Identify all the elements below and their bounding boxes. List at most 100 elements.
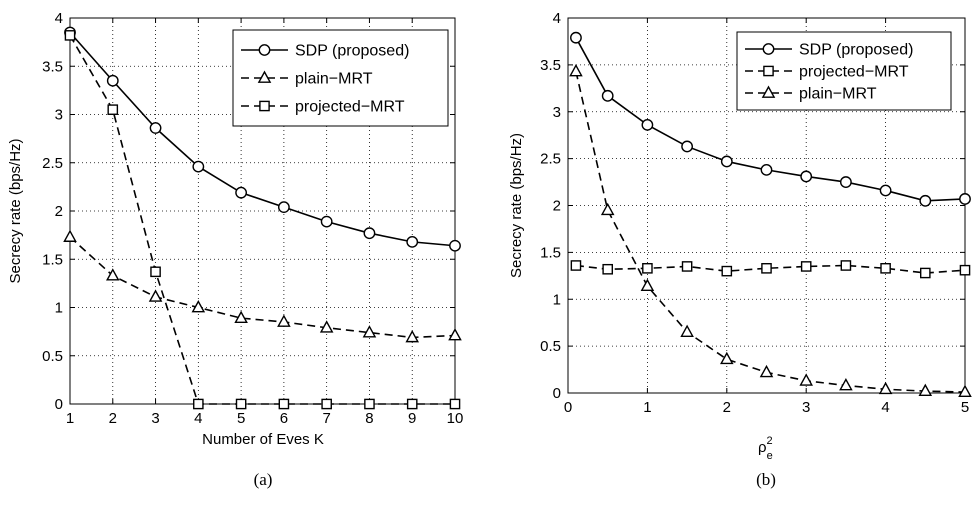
data-point-square <box>321 398 332 410</box>
series-line <box>575 71 966 393</box>
data-point-square <box>235 398 247 410</box>
data-point-circle <box>641 118 654 131</box>
y-tick-label: 1.5 <box>42 251 63 268</box>
axis-ticks: 1 2 3 4 5 6 7 8 9 10 0 0.5 1 1.5 2 2.5 3 3.5 4 <box>42 10 463 427</box>
legend-marker-square <box>259 100 270 112</box>
y-tick-label: 0 <box>553 385 561 402</box>
y-tick-label: 0 <box>55 396 63 413</box>
x-axis-label: Number of Eves K <box>202 431 324 448</box>
y-tick-label: 2.5 <box>540 151 561 168</box>
x-tick-label: 2 <box>723 399 731 416</box>
y-tick-label: 3 <box>553 104 561 121</box>
x-tick-label: 10 <box>447 410 464 427</box>
data-point-circle <box>320 215 333 228</box>
x-tick-label: 5 <box>961 399 969 416</box>
data-point-triangle <box>234 310 248 324</box>
data-point-square <box>278 398 290 410</box>
data-point-circle <box>570 31 582 44</box>
data-point-triangle <box>319 320 334 333</box>
y-tick-label: 0.5 <box>540 338 561 355</box>
data-point-circle <box>406 235 419 248</box>
data-point-triangle <box>958 384 972 397</box>
data-point-circle <box>149 122 162 134</box>
data-point-square <box>840 260 852 271</box>
data-point-triangle <box>759 364 774 378</box>
data-point-triangle <box>918 383 933 397</box>
data-point-triangle <box>277 314 291 327</box>
data-point-square <box>642 263 653 274</box>
data-point-square <box>150 266 161 278</box>
y-tick-label: 2 <box>553 198 561 215</box>
legend-marker-circle <box>762 43 775 55</box>
data-point-circle <box>277 201 290 214</box>
series-triangle <box>63 229 462 343</box>
legend-marker-square <box>763 65 774 77</box>
data-point-square <box>570 260 582 271</box>
x-tick-label: 4 <box>194 410 202 427</box>
data-point-triangle <box>640 278 655 292</box>
x-tick-label: 1 <box>643 399 651 416</box>
data-point-square <box>920 267 931 279</box>
data-point-circle <box>919 194 932 207</box>
data-point-triangle <box>680 324 694 337</box>
data-point-square <box>449 398 461 410</box>
data-point-square <box>800 261 812 272</box>
y-tick-label: 1 <box>553 291 561 308</box>
data-point-square <box>880 263 891 274</box>
x-tick-label: 9 <box>408 410 416 427</box>
legend-label: projected−MRT <box>799 64 909 81</box>
data-point-triangle <box>405 329 420 343</box>
data-point-circle <box>235 186 248 199</box>
series-line <box>69 34 455 405</box>
series-line <box>69 236 456 339</box>
series-square <box>570 260 971 279</box>
data-point-circle <box>720 155 733 168</box>
data-point-circle <box>760 163 773 176</box>
y-tick-label: 3.5 <box>540 57 561 74</box>
data-point-circle <box>192 160 205 173</box>
series-square <box>64 30 461 410</box>
data-point-square <box>959 264 971 276</box>
data-point-triangle <box>600 202 615 216</box>
x-tick-label: 6 <box>280 410 288 427</box>
data-point-circle <box>681 140 693 153</box>
y-tick-label: 4 <box>553 10 561 27</box>
panel-caption: (b) <box>756 470 776 489</box>
y-tick-label: 4 <box>55 10 63 27</box>
data-point-triangle <box>569 63 583 77</box>
legend-label: SDP (proposed) <box>799 42 913 59</box>
data-point-square <box>721 265 733 277</box>
series-circle <box>570 31 971 207</box>
legend-marker-triangle <box>257 70 272 83</box>
chart-panel-b: 0 1 2 3 4 5 0 0.5 1 1.5 2 2.5 3 3.5 4 Secrecy rate (bps… <box>508 10 972 489</box>
y-tick-label: 1.5 <box>540 244 561 261</box>
data-point-circle <box>449 239 461 252</box>
data-point-circle <box>363 227 376 240</box>
data-point-square <box>64 30 76 41</box>
y-axis-label: Secrecy rate (bps/Hz) <box>508 133 525 278</box>
data-point-triangle <box>448 328 462 341</box>
data-point-square <box>602 263 613 275</box>
x-tick-label: 1 <box>66 410 74 427</box>
x-tick-label: 4 <box>881 399 889 416</box>
x-tick-label: 3 <box>151 410 159 427</box>
legend-label: plain−MRT <box>295 71 373 88</box>
data-point-circle <box>840 176 852 188</box>
chart-panel-a: 1 2 3 4 5 6 7 8 9 10 0 0.5 1 1.5 2 2.5 3 3.5 4 Secrecy rate… <box>7 10 463 489</box>
x-axis-label: ρ2 e <box>758 435 773 462</box>
y-tick-label: 2.5 <box>42 155 63 172</box>
data-point-circle <box>959 193 971 205</box>
y-axis-label: Secrecy rate (bps/Hz) <box>7 138 24 283</box>
data-point-square <box>193 398 204 410</box>
data-point-square <box>107 104 119 115</box>
data-point-square <box>364 398 375 410</box>
data-point-square <box>761 263 772 274</box>
data-point-square <box>681 261 693 272</box>
panel-caption: (a) <box>254 470 273 489</box>
data-point-triangle <box>148 289 163 302</box>
series-line <box>575 264 966 274</box>
x-tick-label: 3 <box>802 399 810 416</box>
data-point-triangle <box>878 381 893 395</box>
x-tick-label: 7 <box>322 410 330 427</box>
